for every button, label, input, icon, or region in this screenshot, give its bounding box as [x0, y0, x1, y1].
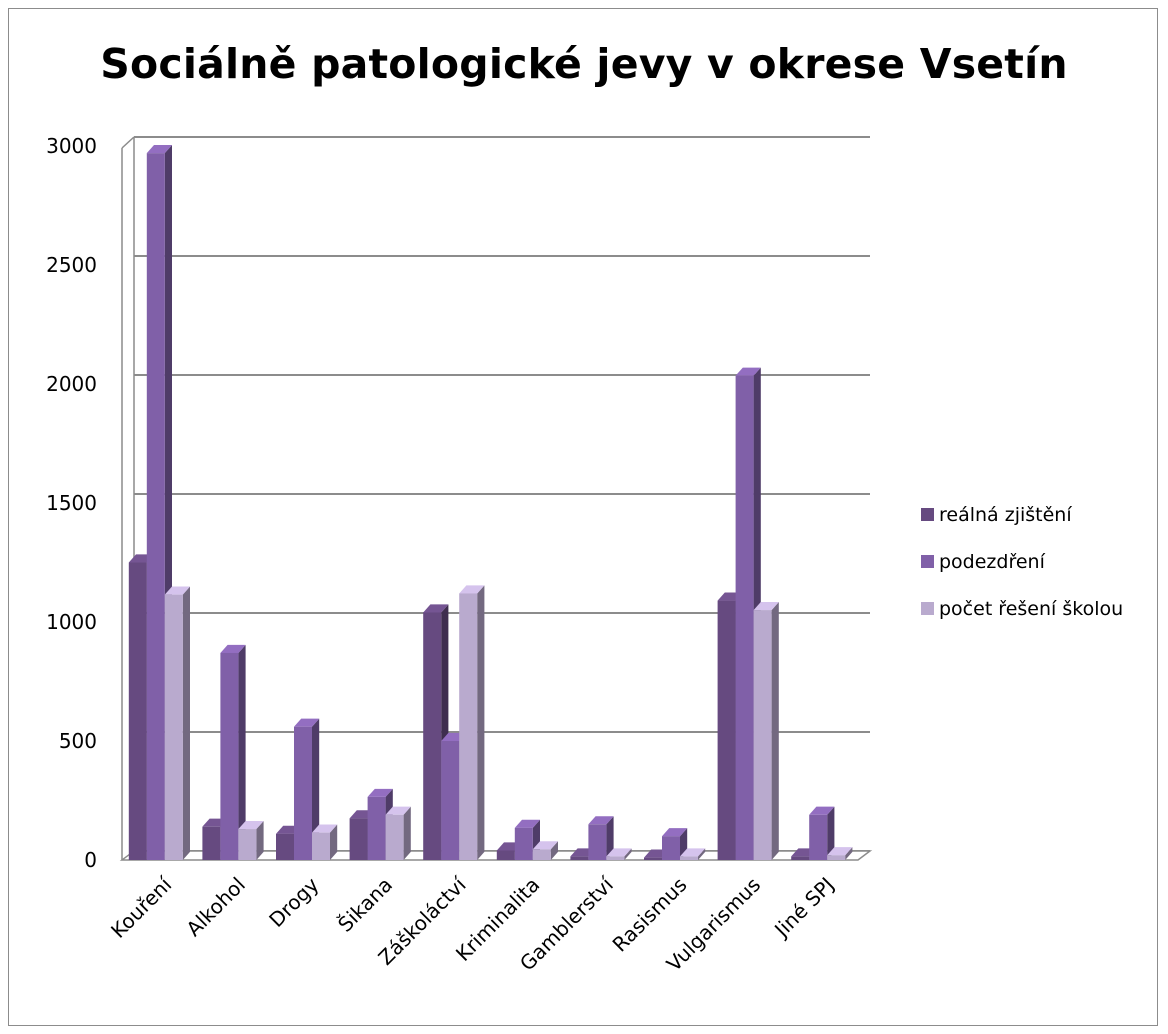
- bar: [459, 593, 478, 860]
- y-tick-label: 3000: [46, 134, 97, 158]
- bar: [532, 849, 551, 860]
- bar-top: [423, 604, 449, 613]
- bar: [717, 600, 736, 860]
- bar-top: [514, 819, 540, 828]
- bar: [385, 814, 404, 860]
- bar: [220, 652, 239, 860]
- y-tick-label: 2000: [46, 372, 97, 396]
- bar: [827, 855, 846, 860]
- bar-top: [680, 848, 706, 857]
- bar-top: [385, 806, 411, 815]
- x-tick-label: Alkohol: [181, 873, 249, 941]
- bar-side: [182, 586, 190, 860]
- bar-side: [403, 806, 411, 860]
- bar-top: [532, 841, 558, 850]
- bar-side: [550, 841, 558, 860]
- bar-side: [606, 816, 614, 860]
- bar: [606, 856, 625, 860]
- legend-label: podezdření: [939, 551, 1046, 573]
- bar: [367, 796, 386, 860]
- chart-title: Sociálně patologické jevy v okrese Vsetí…: [100, 40, 1068, 88]
- bar-top: [146, 145, 172, 154]
- bar: [588, 824, 607, 860]
- bar: [791, 856, 810, 860]
- legend-label: počet řešení školou: [939, 598, 1123, 620]
- bar-side: [624, 848, 632, 860]
- bar: [735, 375, 754, 860]
- bar: [662, 836, 680, 860]
- bar-side: [256, 820, 264, 860]
- bar-top: [238, 820, 264, 830]
- bar-top: [459, 585, 485, 594]
- bar-side: [845, 847, 853, 860]
- bar: [514, 827, 533, 860]
- bar-side: [238, 644, 246, 860]
- bar-top: [367, 788, 393, 797]
- bar: [202, 826, 221, 860]
- legend-swatch: [921, 508, 934, 521]
- bar-top: [662, 828, 688, 837]
- bar-side: [330, 824, 338, 860]
- bar: [312, 832, 330, 860]
- bar: [570, 856, 589, 860]
- bar: [441, 741, 460, 860]
- x-tick-label: Jiné SPJ: [768, 873, 838, 943]
- bar: [809, 814, 828, 860]
- bar: [496, 850, 515, 860]
- bar-top: [312, 824, 338, 833]
- y-tick-label: 1000: [46, 610, 97, 634]
- y-axis-top-edge: [121, 136, 135, 149]
- bar-top: [753, 602, 779, 611]
- bar-side: [827, 806, 835, 860]
- bar-top: [588, 816, 614, 825]
- bar: [276, 833, 294, 860]
- x-tick-label: Šikana: [333, 873, 397, 937]
- bar-top: [809, 806, 835, 815]
- bar-top: [220, 644, 246, 653]
- x-tick-label: Kouření: [106, 872, 177, 943]
- x-tick-label: Drogy: [264, 872, 323, 931]
- bar: [680, 856, 698, 860]
- bar: [146, 153, 165, 860]
- bar: [294, 726, 312, 860]
- bar: [238, 829, 257, 860]
- bar: [128, 562, 147, 860]
- bar-side: [477, 585, 485, 860]
- bar: [753, 610, 772, 860]
- y-tick-label: 2500: [46, 253, 97, 277]
- bar-side: [312, 718, 320, 860]
- bar-side: [771, 602, 779, 860]
- y-tick-label: 0: [84, 848, 97, 872]
- bar: [423, 612, 442, 860]
- legend-swatch: [921, 602, 934, 615]
- bar-top: [827, 847, 853, 856]
- bar: [164, 594, 183, 860]
- bar-top: [164, 586, 190, 595]
- legend-swatch: [921, 555, 934, 568]
- bar-side: [698, 848, 706, 860]
- bar-top: [294, 718, 320, 727]
- y-tick-label: 500: [59, 729, 97, 753]
- bar: [349, 818, 368, 860]
- legend-label: reálná zjištění: [939, 504, 1072, 526]
- y-tick-label: 1500: [46, 491, 97, 515]
- bar-top: [606, 848, 632, 857]
- bar-top: [735, 367, 761, 376]
- bar: [644, 857, 662, 860]
